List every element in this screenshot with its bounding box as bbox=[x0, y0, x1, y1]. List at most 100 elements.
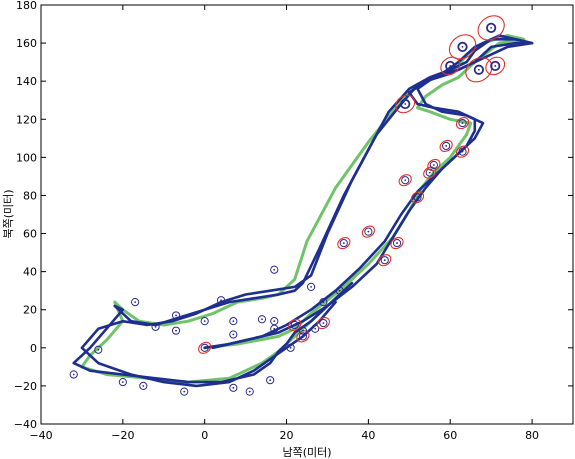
estimated-path-2 bbox=[80, 34, 534, 388]
y-tick-label: 100 bbox=[16, 151, 37, 164]
landmark-marker bbox=[94, 345, 103, 354]
landmark bbox=[440, 56, 461, 76]
landmark bbox=[455, 116, 470, 130]
landmark bbox=[455, 145, 470, 158]
landmark bbox=[395, 94, 416, 114]
landmark-center-dot bbox=[232, 333, 235, 336]
landmark-center-dot bbox=[273, 327, 276, 330]
landmark bbox=[398, 174, 412, 187]
landmark-center-dot bbox=[232, 386, 235, 389]
landmark-center-dot bbox=[404, 103, 407, 105]
y-tick-label: 20 bbox=[23, 304, 37, 317]
landmark-marker bbox=[486, 22, 497, 33]
landmark-center-dot bbox=[183, 390, 186, 393]
landmark-marker bbox=[270, 265, 279, 274]
landmark bbox=[378, 254, 392, 267]
landmark-marker bbox=[335, 286, 344, 295]
landmark bbox=[200, 317, 209, 326]
uncertainty-ellipse bbox=[398, 174, 412, 187]
landmark-marker bbox=[457, 41, 468, 53]
landmark bbox=[151, 322, 160, 331]
y-tick-label: −20 bbox=[14, 380, 37, 393]
landmark-marker bbox=[171, 311, 181, 320]
landmark bbox=[94, 345, 103, 354]
landmark-center-dot bbox=[302, 335, 304, 338]
landmark-marker bbox=[171, 326, 181, 335]
landmark-marker bbox=[319, 318, 328, 328]
uncertainty-ellipse bbox=[337, 236, 351, 250]
landmark-center-dot bbox=[175, 314, 177, 317]
landmark bbox=[245, 387, 254, 396]
landmark-center-dot bbox=[134, 301, 137, 304]
landmark bbox=[171, 326, 181, 335]
landmark-marker bbox=[490, 60, 501, 72]
uncertainty-ellipse bbox=[395, 94, 416, 114]
landmark-center-dot bbox=[289, 346, 292, 349]
x-axis-title: 남쪽(미터) bbox=[282, 446, 331, 459]
landmark-marker bbox=[442, 141, 451, 151]
landmark bbox=[118, 378, 127, 387]
landmark-marker bbox=[445, 60, 456, 72]
uncertainty-ellipse bbox=[485, 56, 506, 76]
landmark-marker bbox=[458, 147, 467, 156]
landmark-marker bbox=[473, 64, 484, 75]
uncertainty-ellipse bbox=[198, 341, 212, 354]
x-tick-label: −20 bbox=[111, 429, 134, 442]
landmark-marker bbox=[339, 238, 348, 248]
landmark-marker bbox=[131, 298, 140, 307]
landmark bbox=[171, 311, 181, 320]
landmark-marker bbox=[229, 317, 238, 326]
y-tick-label: 40 bbox=[23, 266, 37, 279]
y-tick-label: −40 bbox=[14, 418, 37, 431]
uncertainty-ellipse bbox=[465, 57, 493, 83]
landmark bbox=[266, 376, 275, 385]
landmark-center-dot bbox=[220, 299, 222, 302]
uncertainty-ellipse bbox=[427, 158, 441, 172]
landmark-center-dot bbox=[154, 325, 157, 328]
landmark bbox=[319, 298, 328, 307]
landmark bbox=[229, 383, 238, 392]
landmark-marker bbox=[245, 387, 254, 396]
uncertainty-ellipse bbox=[477, 15, 505, 41]
landmark-marker bbox=[311, 324, 320, 333]
landmark bbox=[257, 315, 267, 324]
landmark bbox=[286, 343, 295, 352]
landmark-center-dot bbox=[203, 346, 206, 349]
landmark-layer bbox=[69, 15, 506, 396]
landmark bbox=[477, 15, 505, 41]
landmark-marker bbox=[229, 330, 238, 339]
landmark-center-dot bbox=[175, 329, 177, 332]
landmark-center-dot bbox=[404, 179, 407, 182]
landmark-center-dot bbox=[461, 122, 464, 124]
x-tick-label: −40 bbox=[29, 429, 52, 442]
landmark-marker bbox=[319, 298, 328, 307]
landmark bbox=[337, 236, 351, 250]
landmark-center-dot bbox=[293, 324, 296, 326]
landmark-marker bbox=[413, 193, 422, 202]
landmark-marker bbox=[286, 343, 295, 352]
landmark-marker bbox=[257, 315, 267, 324]
uncertainty-ellipse bbox=[288, 318, 302, 332]
landmark-center-dot bbox=[490, 26, 493, 29]
landmark-marker bbox=[458, 118, 467, 128]
y-tick-label: 160 bbox=[16, 37, 37, 50]
landmark-marker bbox=[139, 381, 148, 391]
y-axis-ticks: −40 −20 0 20 40 60 80 100 120 140 160 180 bbox=[14, 0, 573, 431]
landmark-center-dot bbox=[261, 318, 263, 321]
landmark-marker bbox=[306, 282, 316, 291]
uncertainty-ellipse bbox=[455, 116, 470, 130]
uncertainty-ellipse bbox=[448, 34, 477, 60]
landmark bbox=[390, 236, 404, 250]
x-tick-label: 60 bbox=[443, 429, 457, 442]
landmark-marker bbox=[266, 376, 275, 385]
landmark-marker bbox=[380, 256, 389, 265]
landmark-center-dot bbox=[338, 289, 341, 292]
uncertainty-ellipse bbox=[316, 316, 330, 330]
y-axis-title: 북쪽(미터) bbox=[2, 189, 15, 238]
landmark bbox=[131, 298, 140, 307]
y-tick-label: 0 bbox=[30, 342, 37, 355]
uncertainty-ellipse bbox=[390, 236, 404, 250]
landmark bbox=[270, 317, 279, 326]
landmark-center-dot bbox=[232, 320, 235, 323]
landmark bbox=[216, 296, 226, 305]
